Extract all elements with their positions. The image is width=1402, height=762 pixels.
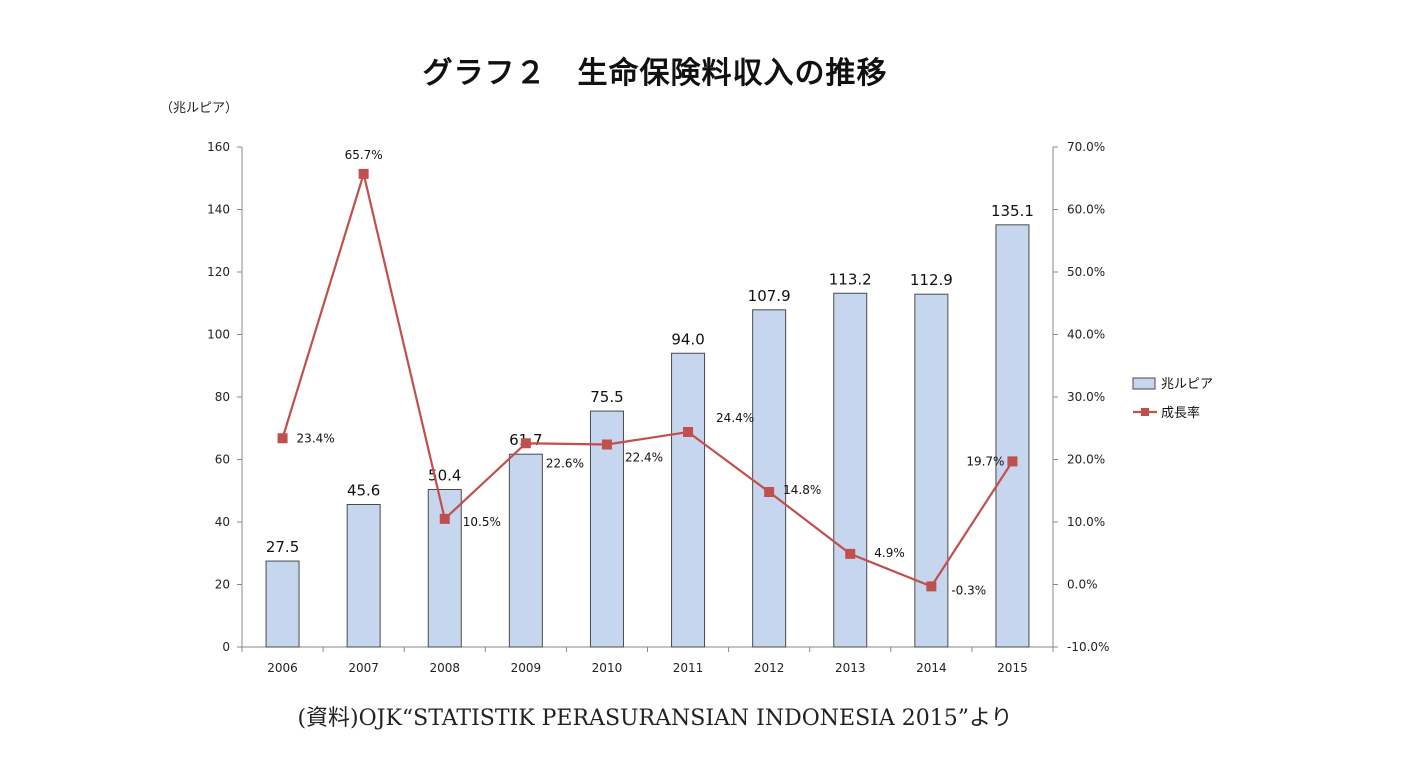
bar bbox=[346, 504, 381, 648]
left-tick-label: 120 bbox=[207, 265, 230, 279]
growth-rate-label: 4.9% bbox=[874, 546, 905, 560]
x-tick-label: 2006 bbox=[267, 661, 298, 675]
growth-rate-point bbox=[601, 439, 612, 450]
x-tick-label: 2015 bbox=[997, 661, 1028, 675]
growth-rate-point bbox=[277, 433, 288, 444]
x-tick-label: 2009 bbox=[511, 661, 542, 675]
bar-value-label: 107.9 bbox=[748, 287, 791, 305]
growth-rate-label: -0.3% bbox=[951, 583, 986, 597]
source-note: (資料)OJK“STATISTIK PERASURANSIAN INDONESI… bbox=[297, 706, 1013, 731]
right-tick-label: 20.0% bbox=[1067, 453, 1105, 467]
bar-value-label: 75.5 bbox=[590, 388, 623, 406]
growth-rate-point bbox=[926, 581, 937, 592]
left-tick-label: 100 bbox=[207, 328, 230, 342]
x-tick-label: 2010 bbox=[592, 661, 623, 675]
growth-rate-label: 10.5% bbox=[463, 515, 501, 529]
x-tick-label: 2012 bbox=[754, 661, 785, 675]
left-tick-label: 40 bbox=[215, 515, 230, 529]
growth-rate-label: 14.8% bbox=[783, 483, 821, 497]
bar bbox=[671, 352, 706, 648]
left-tick-label: 20 bbox=[215, 578, 230, 592]
left-tick-label: 80 bbox=[215, 390, 230, 404]
right-tick-label: -10.0% bbox=[1067, 640, 1109, 654]
growth-rate-point bbox=[1007, 456, 1018, 467]
bar-value-label: 135.1 bbox=[991, 202, 1034, 220]
bar bbox=[589, 410, 624, 648]
growth-rate-label: 22.6% bbox=[546, 456, 584, 470]
right-tick-label: 10.0% bbox=[1067, 515, 1105, 529]
growth-rate-label: 22.4% bbox=[625, 451, 663, 465]
x-tick-label: 2013 bbox=[835, 661, 866, 675]
x-tick-label: 2008 bbox=[429, 661, 460, 675]
growth-rate-label: 23.4% bbox=[297, 431, 335, 445]
left-tick-label: 140 bbox=[207, 203, 230, 217]
legend-bar-label: 兆ルピア bbox=[1161, 377, 1213, 392]
legend-line-label: 成長率 bbox=[1161, 405, 1200, 421]
left-tick-label: 60 bbox=[215, 453, 230, 467]
growth-rate-point bbox=[439, 513, 450, 524]
right-tick-label: 60.0% bbox=[1067, 203, 1105, 217]
left-tick-label: 160 bbox=[207, 140, 230, 154]
bar bbox=[508, 453, 543, 648]
bar-value-label: 27.5 bbox=[266, 538, 299, 556]
right-tick-label: 70.0% bbox=[1067, 140, 1105, 154]
chart-title: グラフ２ 生命保険料収入の推移 bbox=[422, 56, 888, 91]
bar-value-label: 112.9 bbox=[910, 271, 953, 289]
bar bbox=[995, 224, 1030, 648]
growth-rate-label: 65.7% bbox=[345, 148, 383, 162]
growth-rate-point bbox=[683, 427, 694, 437]
bar-value-label: 45.6 bbox=[347, 482, 380, 500]
right-tick-label: 40.0% bbox=[1067, 328, 1105, 342]
growth-rate-point bbox=[845, 548, 856, 559]
growth-rate-line bbox=[281, 169, 1014, 588]
bar bbox=[427, 489, 462, 648]
bar bbox=[265, 560, 300, 648]
bar-value-label: 113.2 bbox=[829, 270, 872, 288]
left-tick-label: 0 bbox=[222, 640, 230, 654]
legend-line-marker bbox=[1141, 408, 1149, 416]
bar bbox=[914, 293, 949, 648]
x-tick-label: 2007 bbox=[348, 661, 379, 675]
x-tick-label: 2014 bbox=[916, 661, 947, 675]
growth-rate-label: 24.4% bbox=[716, 411, 754, 425]
legend-bar-swatch bbox=[1132, 377, 1156, 390]
growth-rate-label: 19.7% bbox=[966, 454, 1004, 468]
growth-rate-point bbox=[764, 487, 775, 497]
growth-rate-point bbox=[358, 168, 369, 179]
bar bbox=[833, 292, 868, 648]
x-tick-label: 2011 bbox=[673, 661, 704, 675]
bar bbox=[752, 309, 787, 648]
left-axis-unit: （兆ルピア） bbox=[160, 101, 239, 116]
right-tick-label: 30.0% bbox=[1067, 390, 1105, 404]
growth-rate-point bbox=[520, 438, 531, 449]
right-tick-label: 0.0% bbox=[1067, 578, 1098, 592]
right-tick-label: 50.0% bbox=[1067, 265, 1105, 279]
bar-value-label: 94.0 bbox=[671, 330, 704, 348]
